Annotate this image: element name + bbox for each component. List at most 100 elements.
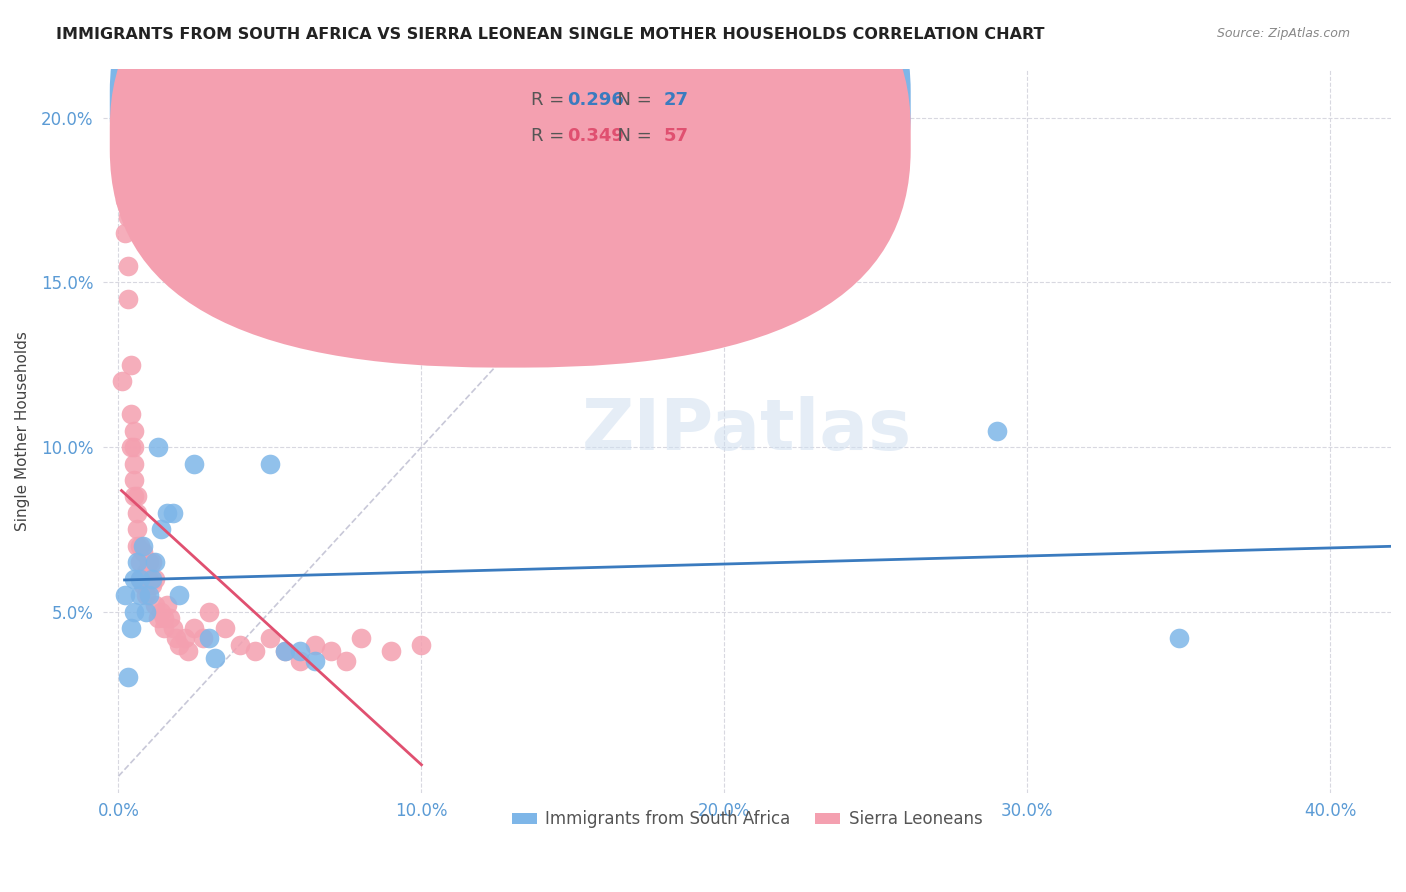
Point (143, 555, 166, 569)
Point (125, 506, 148, 520)
FancyBboxPatch shape (110, 0, 911, 368)
Point (162, 506, 184, 520)
Point (125, 555, 148, 569)
Point (138, 572, 160, 586)
Point (138, 588, 160, 602)
Point (117, 292, 139, 306)
Point (290, 654, 312, 668)
Point (128, 572, 150, 586)
Point (141, 578, 163, 592)
Point (174, 631, 197, 645)
Point (319, 644, 342, 658)
Point (274, 644, 297, 658)
Point (143, 572, 166, 586)
Point (117, 259, 139, 273)
Point (167, 588, 190, 602)
Point (259, 631, 281, 645)
Point (156, 506, 179, 520)
Point (128, 555, 150, 569)
Point (132, 545, 155, 559)
Point (259, 457, 281, 471)
Point (117, 210, 139, 224)
Point (122, 424, 145, 438)
Point (122, 457, 145, 471)
Point (243, 644, 266, 658)
Y-axis label: Single Mother Households: Single Mother Households (15, 331, 30, 531)
Legend: Immigrants from South Africa, Sierra Leoneans: Immigrants from South Africa, Sierra Leo… (505, 804, 990, 835)
Point (274, 644, 297, 658)
Point (132, 539, 155, 553)
Text: IMMIGRANTS FROM SOUTH AFRICA VS SIERRA LEONEAN SINGLE MOTHER HOUSEHOLDS CORRELAT: IMMIGRANTS FROM SOUTH AFRICA VS SIERRA L… (56, 27, 1045, 42)
Point (214, 621, 236, 635)
Point (117, 670, 139, 684)
Point (177, 644, 200, 658)
Point (290, 644, 312, 658)
Point (122, 440, 145, 454)
Point (193, 631, 215, 645)
Point (135, 588, 157, 602)
Point (162, 621, 184, 635)
Point (141, 572, 163, 586)
Point (146, 611, 169, 625)
Text: 57: 57 (664, 127, 689, 145)
Point (153, 611, 176, 625)
Point (156, 598, 179, 612)
FancyBboxPatch shape (477, 76, 747, 166)
Point (411, 638, 433, 652)
Point (204, 650, 226, 665)
Text: 0.296: 0.296 (567, 91, 624, 109)
Point (198, 605, 221, 619)
Text: ZIPatlas: ZIPatlas (582, 396, 912, 465)
Point (122, 473, 145, 487)
Point (120, 407, 142, 421)
Point (122, 572, 145, 586)
Point (1167, 631, 1189, 645)
Point (304, 654, 326, 668)
Point (165, 631, 187, 645)
Point (132, 578, 155, 592)
Point (120, 358, 142, 372)
Point (304, 638, 326, 652)
Point (114, 193, 136, 207)
Point (128, 588, 150, 602)
Point (335, 654, 357, 668)
Text: R =: R = (531, 91, 569, 109)
Point (122, 490, 145, 504)
Point (228, 638, 250, 652)
Point (114, 588, 136, 602)
Point (143, 598, 166, 612)
Point (110, 374, 132, 388)
FancyBboxPatch shape (110, 0, 911, 332)
Text: 27: 27 (664, 91, 689, 109)
Point (986, 424, 1008, 438)
Point (128, 572, 150, 586)
Text: 0.349: 0.349 (567, 127, 624, 145)
Point (120, 440, 142, 454)
Point (135, 565, 157, 579)
Text: N =: N = (606, 127, 657, 145)
Point (122, 605, 145, 619)
Point (149, 605, 172, 619)
Point (125, 490, 148, 504)
Point (153, 621, 176, 635)
Point (125, 522, 148, 536)
Text: Source: ZipAtlas.com: Source: ZipAtlas.com (1216, 27, 1350, 40)
Point (120, 621, 142, 635)
Point (380, 644, 402, 658)
Point (114, 226, 136, 240)
Point (146, 440, 169, 454)
Text: N =: N = (606, 91, 657, 109)
Point (149, 522, 172, 536)
Text: R =: R = (531, 127, 569, 145)
Point (350, 631, 373, 645)
Point (183, 621, 205, 635)
Point (141, 555, 163, 569)
Point (159, 611, 181, 625)
Point (138, 555, 160, 569)
Point (135, 605, 157, 619)
Point (128, 539, 150, 553)
Point (167, 638, 190, 652)
Point (198, 631, 221, 645)
Point (125, 539, 148, 553)
Point (183, 457, 205, 471)
